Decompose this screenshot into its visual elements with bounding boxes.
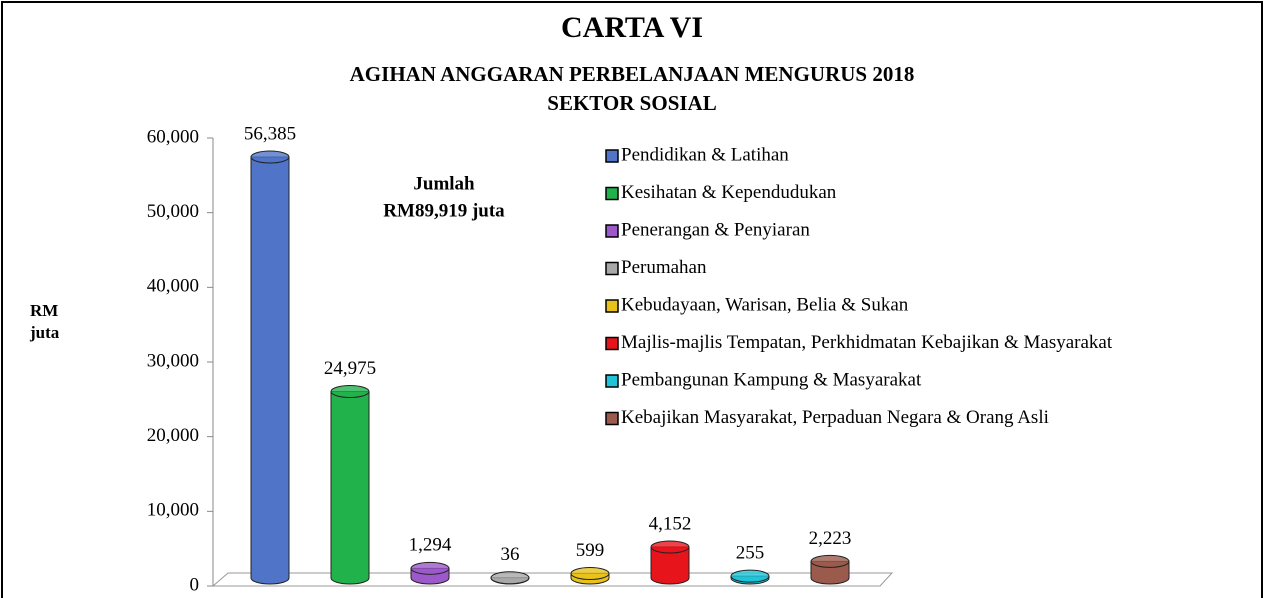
data-label: 36: [501, 544, 520, 565]
annotation: Jumlah: [413, 173, 475, 194]
data-label: 2,223: [809, 528, 852, 549]
bar-top: [250, 150, 290, 164]
legend-label: Perumahan: [621, 257, 707, 278]
bar-top: [730, 569, 770, 583]
legend-label: Pendidikan & Latihan: [621, 144, 789, 165]
bar: [330, 385, 370, 585]
annotation: RM89,919 juta: [383, 200, 505, 221]
bar: [730, 569, 770, 585]
bar-body: [650, 546, 690, 585]
legend-swatch: [605, 299, 619, 313]
chart-subtitle: SEKTOR SOSIAL: [547, 91, 716, 115]
legend-label: Pembangunan Kampung & Masyarakat: [621, 369, 922, 390]
bar: [250, 150, 290, 585]
bar: [810, 554, 850, 585]
legend-swatch: [605, 149, 619, 163]
bar: [410, 561, 450, 585]
data-label: 24,975: [324, 358, 376, 379]
y-tick-label: 30,000: [147, 350, 199, 371]
bar-top: [810, 554, 850, 568]
chart-subtitle: AGIHAN ANGGARAN PERBELANJAAN MENGURUS 20…: [350, 62, 915, 86]
bar-top: [410, 561, 450, 575]
bar-body: [250, 156, 290, 585]
bar-top: [330, 385, 370, 399]
data-label: 255: [736, 542, 765, 563]
floor: [211, 572, 894, 587]
data-label: 599: [576, 540, 605, 561]
bar: [650, 540, 690, 585]
y-tick-label: 0: [190, 574, 200, 595]
legend-swatch: [605, 261, 619, 276]
legend-label: Kebudayaan, Warisan, Belia & Sukan: [621, 294, 909, 315]
data-label: 1,294: [409, 535, 452, 556]
bar: [490, 571, 530, 585]
bar-top: [490, 571, 530, 585]
y-tick-label: 10,000: [147, 500, 199, 521]
data-label: 4,152: [649, 513, 692, 534]
legend-label: Majlis-majlis Tempatan, Perkhidmatan Keb…: [621, 332, 1113, 353]
legend-swatch: [605, 374, 619, 388]
bar-top: [650, 540, 690, 554]
legend-label: Kesihatan & Kependudukan: [621, 182, 837, 203]
bar: [570, 567, 610, 585]
y-tick-label: 60,000: [147, 126, 199, 147]
bar-top: [570, 567, 610, 581]
legend-swatch: [605, 224, 619, 238]
y-tick-label: 20,000: [147, 425, 199, 446]
legend-swatch: [605, 336, 619, 351]
data-label: 56,385: [244, 123, 296, 144]
y-axis-label: RM juta: [30, 301, 60, 342]
bar-body: [330, 391, 370, 585]
legend-label: Kebajikan Masyarakat, Perpaduan Negara &…: [621, 407, 1049, 428]
chart-title: CARTA VI: [561, 11, 703, 44]
legend-label: Penerangan & Penyiaran: [621, 219, 810, 240]
legend-swatch: [605, 411, 619, 426]
legend-swatch: [605, 186, 619, 201]
y-tick-label: 40,000: [147, 276, 199, 297]
y-tick-label: 50,000: [147, 201, 199, 222]
